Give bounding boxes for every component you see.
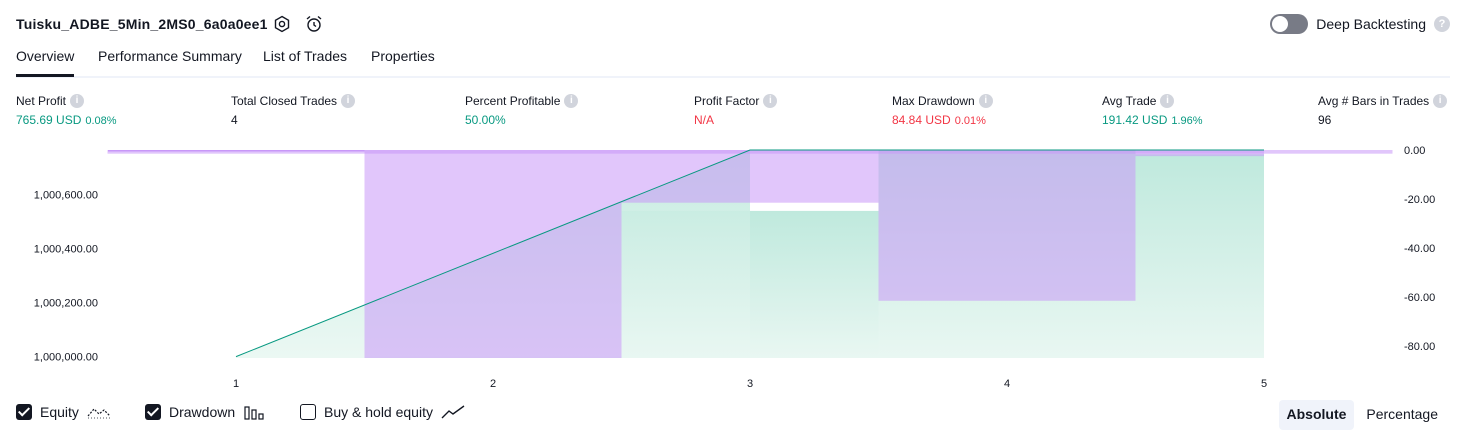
metric-label: Net Profit [16,94,67,108]
metric-label: Percent Profitable [465,94,561,108]
info-icon[interactable]: i [70,94,85,108]
metric-percent-profitable: Percent Profitable i 50.00% [465,94,579,127]
scale-mode-switch: Absolute Percentage [1278,400,1447,430]
drawdown-checkbox[interactable] [145,404,161,420]
metric-label: Max Drawdown [892,94,975,108]
drawdown-bar [364,150,622,358]
info-icon[interactable]: i [341,94,356,108]
tab-list-of-trades[interactable]: List of Trades [263,48,348,64]
left-axis-tick: 1,000,000.00 [34,352,98,364]
drawdown-bar [878,150,1136,301]
equity-checkbox[interactable] [16,404,32,420]
info-icon[interactable]: i [564,94,579,108]
drawdown-bars-icon [244,406,264,420]
drawdown-top-strip [108,150,365,152]
x-axis-tick: 5 [1261,378,1267,390]
right-axis-tick: -60.00 [1404,292,1435,304]
legend-label: Drawdown [169,404,236,420]
right-axis-tick: -40.00 [1404,243,1435,255]
right-axis-tick: -20.00 [1404,194,1435,206]
alarm-clock-icon [306,15,322,32]
legend-buy-hold-equity[interactable]: Buy & hold equity [300,404,465,420]
info-icon[interactable]: i [1433,94,1448,108]
metric-label: Avg # Bars in Trades [1318,94,1430,108]
left-axis-tick: 1,000,600.00 [34,190,98,202]
buy-hold-line-icon [441,405,465,419]
metric-profit-factor: Profit Factor i N/A [694,94,778,127]
absolute-button[interactable]: Absolute [1278,400,1355,430]
report-header: Tuisku_ADBE_5Min_2MS0_6a0a0ee1 Deep Back… [16,8,1450,40]
deep-backtesting-toggle[interactable] [1270,14,1309,34]
equity-line-icon [87,408,111,419]
metric-percent: 0.08% [85,115,117,127]
deep-backtesting: Deep Backtesting ? [1270,14,1450,34]
gear-icon [274,15,290,33]
metric-avg-trade: Avg Trade i 191.42 USD 1.96% [1102,94,1203,127]
right-axis-tick: -80.00 [1404,341,1435,353]
left-axis-tick: 1,000,200.00 [34,298,98,310]
strategy-title: Tuisku_ADBE_5Min_2MS0_6a0a0ee1 [16,16,268,32]
metric-label: Total Closed Trades [231,94,338,108]
x-axis-tick: 1 [233,378,239,390]
metric-avg-bars-in-trades: Avg # Bars in Trades i 96 [1318,94,1448,127]
report-tabs: Overview Performance Summary List of Tra… [16,44,1450,78]
legend-equity[interactable]: Equity [16,404,111,420]
metric-value: 50.00% [465,113,506,127]
x-axis-tick: 2 [490,378,496,390]
metric-value: N/A [694,113,715,127]
tab-performance-summary[interactable]: Performance Summary [98,48,242,64]
x-axis-tick: 4 [1004,378,1010,390]
metric-label: Avg Trade [1102,94,1157,108]
add-alert-button[interactable] [302,12,326,36]
metric-max-drawdown: Max Drawdown i 84.84 USD 0.01% [892,94,993,127]
info-icon[interactable]: i [978,94,993,108]
metric-value: 765.69 USD [16,113,82,127]
metric-total-closed-trades: Total Closed Trades i 4 [231,94,356,127]
drawdown-bar [1135,150,1264,157]
tab-overview[interactable]: Overview [16,48,75,77]
metric-percent: 0.01% [954,115,986,127]
strategy-settings-button[interactable] [270,12,294,36]
toggle-knob [1272,16,1289,32]
metric-value: 191.42 USD [1102,113,1168,127]
help-icon[interactable]: ? [1434,16,1450,32]
metric-label: Profit Factor [694,94,760,108]
percentage-button[interactable]: Percentage [1366,406,1438,422]
metric-value: 84.84 USD [892,113,951,127]
legend-drawdown[interactable]: Drawdown [145,404,267,420]
tab-properties[interactable]: Properties [371,48,435,64]
drawdown-bar [621,150,879,203]
equity-area-step [1135,154,1264,358]
metrics-row: Net Profit i 765.69 USD 0.08% Total Closed… [16,94,1450,130]
deep-backtesting-label: Deep Backtesting [1316,16,1426,32]
legend-label: Buy & hold equity [324,404,433,420]
buy-hold-checkbox[interactable] [300,404,316,420]
right-axis-tick: 0.00 [1404,145,1425,157]
x-axis-tick: 3 [747,378,753,390]
metric-net-profit: Net Profit i 765.69 USD 0.08% [16,94,117,127]
left-axis-tick: 1,000,400.00 [34,244,98,256]
info-icon[interactable]: i [763,94,778,108]
metric-percent: 1.96% [1171,115,1203,127]
metric-value: 4 [231,113,238,127]
equity-line [235,149,1264,358]
legend-label: Equity [40,404,79,420]
info-icon[interactable]: i [1160,94,1175,108]
metric-value: 96 [1318,113,1332,127]
equity-drawdown-chart[interactable]: 1,000,600.00 1,000,400.00 1,000,200.00 1,00… [0,138,1466,398]
